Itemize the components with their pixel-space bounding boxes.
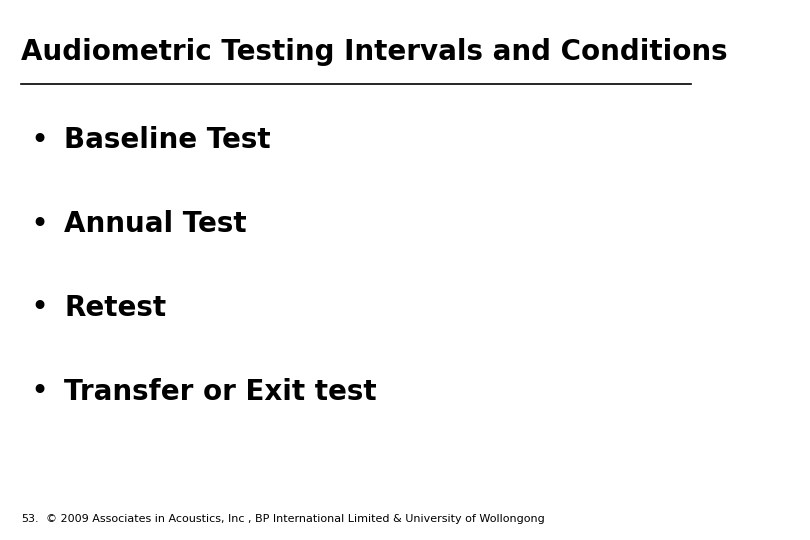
Text: •: • xyxy=(30,126,49,155)
Text: Baseline Test: Baseline Test xyxy=(64,126,271,154)
Text: •: • xyxy=(30,377,49,406)
Text: •: • xyxy=(30,293,49,322)
Text: Audiometric Testing Intervals and Conditions: Audiometric Testing Intervals and Condit… xyxy=(21,38,728,66)
Text: © 2009 Associates in Acoustics, Inc , BP International Limited & University of W: © 2009 Associates in Acoustics, Inc , BP… xyxy=(46,514,545,524)
Text: •: • xyxy=(30,210,49,239)
Text: Annual Test: Annual Test xyxy=(64,210,247,238)
Text: 53.: 53. xyxy=(21,514,39,524)
Text: Transfer or Exit test: Transfer or Exit test xyxy=(64,377,377,406)
Text: Retest: Retest xyxy=(64,294,166,322)
